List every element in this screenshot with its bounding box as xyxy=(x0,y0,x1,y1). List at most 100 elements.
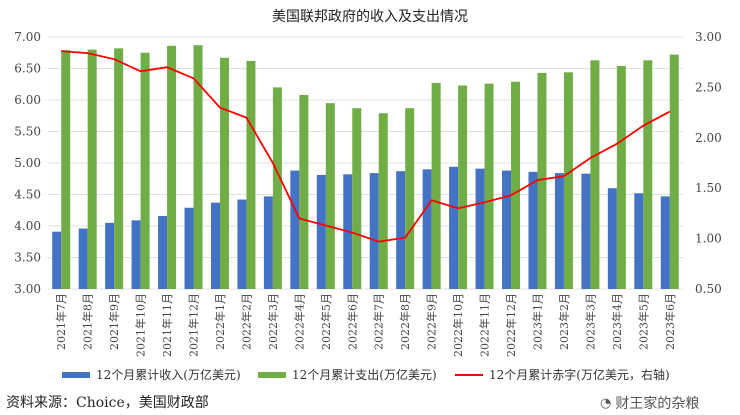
legend-swatch xyxy=(258,372,286,378)
x-tick-label: 2022年11月 xyxy=(478,293,492,357)
legend-swatch xyxy=(455,374,483,376)
bar-revenue xyxy=(634,193,644,289)
x-tick-label: 2023年1月 xyxy=(530,293,544,350)
y2-tick-label: 1.00 xyxy=(695,232,722,246)
x-tick-label: 2022年5月 xyxy=(319,293,333,350)
x-tick-label: 2022年12月 xyxy=(504,293,518,357)
x-tick-label: 2021年7月 xyxy=(54,293,68,350)
legend-swatch xyxy=(62,372,90,378)
bar-spending xyxy=(431,82,441,290)
bar-revenue xyxy=(158,215,168,289)
legend-label: 12个月累计赤字(万亿美元，右轴) xyxy=(489,368,670,382)
y-tick-label: 7.00 xyxy=(14,30,41,44)
bar-spending xyxy=(219,57,229,289)
bar-revenue xyxy=(396,171,406,289)
bar-spending xyxy=(563,72,573,289)
bar-revenue xyxy=(131,220,141,289)
bar-revenue xyxy=(369,173,379,289)
bar-spending xyxy=(272,87,282,290)
x-tick-label: 2022年10月 xyxy=(451,293,465,357)
x-tick-label: 2022年9月 xyxy=(425,293,439,350)
bar-spending xyxy=(140,52,150,289)
bar-spending xyxy=(378,113,388,289)
bar-revenue xyxy=(581,173,591,289)
watermark-text: 财王家的杂粮 xyxy=(615,396,700,412)
line-deficit xyxy=(61,50,671,243)
x-tick-label: 2021年12月 xyxy=(187,293,201,357)
bar-revenue xyxy=(528,171,538,289)
bar-revenue xyxy=(422,169,432,289)
bar-spending xyxy=(405,108,415,289)
wechat-icon: ◔ xyxy=(600,395,612,411)
bar-spending xyxy=(246,60,256,289)
x-tick-label: 2023年2月 xyxy=(557,293,571,350)
legend-item-revenue: 12个月累计收入(万亿美元) xyxy=(62,368,241,382)
bar-revenue xyxy=(52,231,62,289)
bar-revenue xyxy=(210,202,220,289)
legend-item-deficit: 12个月累计赤字(万亿美元，右轴) xyxy=(455,368,670,382)
x-tick-label: 2021年11月 xyxy=(160,293,174,357)
bar-revenue xyxy=(290,170,300,289)
bar-revenue xyxy=(237,199,247,289)
legend-item-spending: 12个月累计支出(万亿美元) xyxy=(258,368,437,382)
source-note: 资料来源：Choice，美国财政部 xyxy=(6,395,209,411)
y2-tick-label: 3.00 xyxy=(695,30,722,44)
bar-spending xyxy=(87,49,97,289)
x-tick-label: 2022年8月 xyxy=(398,293,412,350)
bar-spending xyxy=(537,72,547,289)
x-tick-label: 2023年5月 xyxy=(636,293,650,350)
bar-revenue xyxy=(475,168,485,289)
x-tick-label: 2022年6月 xyxy=(345,293,359,350)
x-tick-label: 2022年7月 xyxy=(372,293,386,350)
x-tick-label: 2023年6月 xyxy=(663,293,677,350)
y-tick-label: 4.50 xyxy=(14,188,41,202)
x-tick-label: 2022年1月 xyxy=(213,293,227,350)
y2-tick-label: 0.50 xyxy=(695,282,722,296)
bar-spending xyxy=(352,108,362,289)
y-tick-label: 3.50 xyxy=(14,251,41,265)
x-tick-label: 2022年2月 xyxy=(239,293,253,350)
bar-spending xyxy=(458,85,468,289)
x-tick-label: 2021年8月 xyxy=(81,293,95,350)
x-tick-label: 2023年4月 xyxy=(610,293,624,350)
bar-spending xyxy=(299,94,309,290)
bar-spending xyxy=(167,45,177,289)
x-tick-label: 2022年3月 xyxy=(266,293,280,350)
bar-spending xyxy=(61,50,71,290)
y2-tick-label: 1.50 xyxy=(695,181,722,195)
bar-spending xyxy=(484,83,494,290)
bar-revenue xyxy=(316,174,326,289)
x-tick-label: 2022年4月 xyxy=(292,293,306,350)
y-tick-label: 4.00 xyxy=(14,219,41,233)
y-tick-label: 6.50 xyxy=(14,62,41,76)
x-tick-label: 2021年10月 xyxy=(134,293,148,357)
watermark: ◔ 财王家的杂粮 xyxy=(600,393,699,413)
legend-label: 12个月累计收入(万亿美元) xyxy=(96,368,241,382)
bar-revenue xyxy=(78,228,88,289)
y2-tick-label: 2.50 xyxy=(695,80,722,94)
bar-spending xyxy=(616,65,626,289)
y-tick-label: 5.50 xyxy=(14,125,41,139)
bar-spending xyxy=(669,54,679,289)
bar-spending xyxy=(590,60,600,290)
bar-spending xyxy=(511,81,521,289)
legend-label: 12个月累计支出(万亿美元) xyxy=(292,368,437,382)
bar-revenue xyxy=(263,196,273,289)
chart-title: 美国联邦政府的收入及支出情况 xyxy=(272,9,468,25)
bar-revenue xyxy=(502,170,512,289)
bar-revenue xyxy=(105,222,115,289)
bar-spending xyxy=(325,103,335,290)
x-tick-label: 2021年9月 xyxy=(107,293,121,350)
y2-tick-label: 2.00 xyxy=(695,131,722,145)
bar-spending xyxy=(193,45,203,289)
bar-spending xyxy=(643,60,653,290)
y-tick-label: 3.00 xyxy=(14,282,41,296)
bar-revenue xyxy=(607,188,617,289)
y-tick-label: 6.00 xyxy=(14,93,41,107)
y-tick-label: 5.00 xyxy=(14,156,41,170)
x-tick-label: 2023年3月 xyxy=(583,293,597,350)
bar-revenue xyxy=(184,207,194,289)
bar-spending xyxy=(114,48,124,290)
bar-revenue xyxy=(660,196,670,289)
